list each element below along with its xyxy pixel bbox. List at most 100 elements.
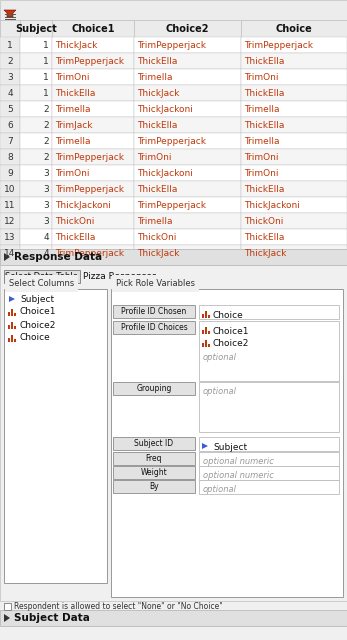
- Bar: [241, 101, 347, 117]
- Text: Select Data Table: Select Data Table: [6, 272, 78, 281]
- Text: ThickJackoni: ThickJackoni: [55, 200, 111, 209]
- Bar: [8, 312, 10, 316]
- Bar: [134, 53, 241, 69]
- Text: ThickOni: ThickOni: [137, 232, 176, 241]
- Text: 3: 3: [43, 216, 49, 225]
- Text: 1: 1: [43, 88, 49, 97]
- Polygon shape: [202, 443, 208, 449]
- Text: TrimPepperjack: TrimPepperjack: [137, 40, 206, 49]
- Text: Choice2: Choice2: [20, 321, 56, 330]
- Text: ThickJack: ThickJack: [244, 248, 286, 257]
- Text: Choice: Choice: [276, 24, 312, 33]
- Text: ThickOni: ThickOni: [55, 216, 94, 225]
- Bar: [52, 165, 134, 181]
- Bar: [202, 330, 204, 334]
- Text: ThickElla: ThickElla: [244, 88, 285, 97]
- Bar: [20, 181, 52, 197]
- Text: Profile ID Choices: Profile ID Choices: [121, 323, 187, 332]
- Bar: [20, 229, 52, 245]
- Bar: [113, 480, 195, 493]
- Bar: [0, 37, 20, 53]
- Text: Trimella: Trimella: [55, 104, 91, 113]
- Text: TrimOni: TrimOni: [55, 72, 90, 81]
- Bar: [241, 181, 347, 197]
- Text: Trimella: Trimella: [137, 216, 172, 225]
- Bar: [0, 197, 20, 213]
- Bar: [241, 85, 347, 101]
- Bar: [241, 117, 347, 133]
- Bar: [134, 85, 241, 101]
- Text: TrimOni: TrimOni: [244, 168, 279, 177]
- Text: 9: 9: [7, 168, 13, 177]
- Bar: [52, 149, 134, 165]
- Text: 2: 2: [7, 56, 13, 65]
- Bar: [20, 85, 52, 101]
- Text: ThickOni: ThickOni: [244, 216, 283, 225]
- Bar: [11, 322, 13, 329]
- Bar: [8, 338, 10, 342]
- Text: Trimella: Trimella: [244, 136, 279, 145]
- Text: 11: 11: [4, 200, 16, 209]
- Polygon shape: [9, 296, 15, 302]
- Text: Subject Data: Subject Data: [14, 613, 90, 623]
- Text: 1: 1: [7, 40, 13, 49]
- Bar: [134, 197, 241, 213]
- Text: Weight: Weight: [141, 468, 167, 477]
- Bar: [0, 229, 20, 245]
- Bar: [0, 0, 347, 20]
- Text: ThickJackoni: ThickJackoni: [137, 168, 193, 177]
- Text: 12: 12: [4, 216, 16, 225]
- Bar: [113, 305, 195, 318]
- Bar: [208, 315, 210, 318]
- Bar: [20, 245, 52, 261]
- Bar: [113, 452, 195, 465]
- Bar: [241, 197, 347, 213]
- Text: Choice2: Choice2: [166, 24, 209, 33]
- Bar: [241, 20, 347, 37]
- Text: optional numeric: optional numeric: [203, 472, 274, 481]
- Bar: [113, 321, 195, 334]
- Bar: [205, 311, 207, 318]
- Text: By: By: [149, 482, 159, 491]
- Text: 1: 1: [43, 40, 49, 49]
- Bar: [202, 343, 204, 347]
- Bar: [0, 20, 347, 37]
- Bar: [0, 101, 20, 117]
- Text: Subject: Subject: [213, 442, 247, 451]
- Bar: [20, 213, 52, 229]
- Text: Subject: Subject: [20, 294, 54, 303]
- Bar: [52, 85, 134, 101]
- Text: 10: 10: [4, 184, 16, 193]
- Text: Trimella: Trimella: [137, 72, 172, 81]
- Bar: [0, 610, 347, 626]
- Bar: [11, 335, 13, 342]
- Bar: [52, 20, 134, 37]
- Bar: [14, 313, 16, 316]
- Text: TrimPepperjack: TrimPepperjack: [55, 152, 124, 161]
- Text: Choice1: Choice1: [71, 24, 115, 33]
- Bar: [0, 165, 20, 181]
- Bar: [52, 245, 134, 261]
- Text: Choice2: Choice2: [213, 339, 249, 349]
- Bar: [134, 101, 241, 117]
- Text: ThickElla: ThickElla: [244, 184, 285, 193]
- Bar: [20, 69, 52, 85]
- Bar: [134, 149, 241, 165]
- Text: TrimPepperjack: TrimPepperjack: [55, 56, 124, 65]
- Bar: [111, 289, 343, 597]
- Bar: [20, 197, 52, 213]
- Bar: [241, 37, 347, 53]
- Text: optional: optional: [203, 387, 237, 397]
- Bar: [134, 213, 241, 229]
- Bar: [199, 466, 339, 480]
- Bar: [52, 229, 134, 245]
- Text: optional: optional: [203, 486, 237, 495]
- Text: Choice1: Choice1: [20, 307, 57, 317]
- Bar: [205, 340, 207, 347]
- Bar: [199, 382, 339, 432]
- Text: 2: 2: [43, 136, 49, 145]
- Polygon shape: [4, 10, 16, 17]
- Bar: [241, 133, 347, 149]
- Bar: [0, 265, 347, 601]
- Bar: [134, 165, 241, 181]
